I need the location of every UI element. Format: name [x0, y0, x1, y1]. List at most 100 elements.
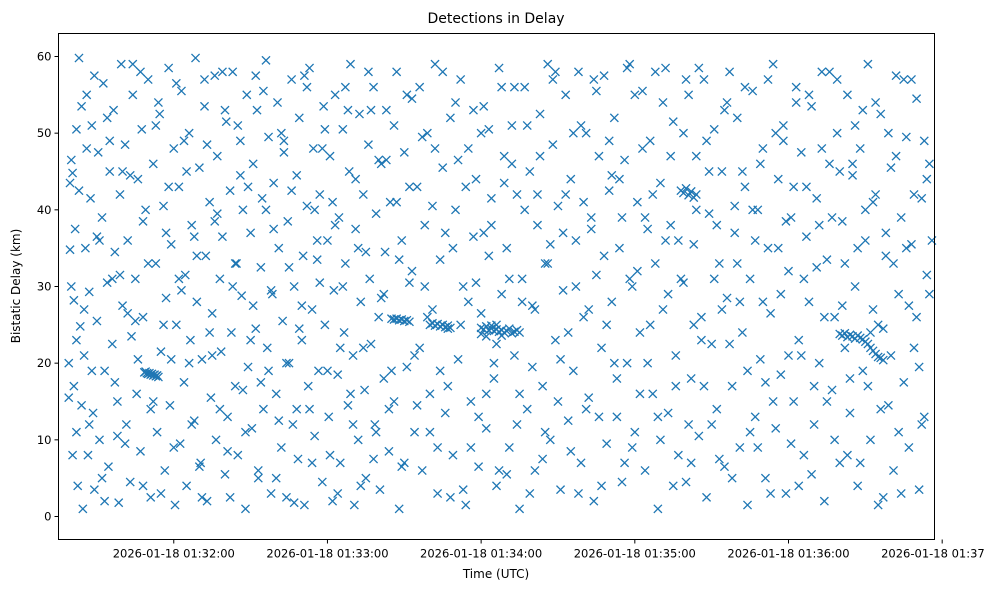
- data-point: [599, 71, 609, 81]
- data-point: [240, 504, 251, 514]
- data-point: [627, 442, 637, 453]
- data-point: [269, 224, 279, 234]
- data-point: [717, 166, 727, 177]
- data-point: [817, 143, 827, 154]
- data-point: [535, 109, 545, 119]
- data-point: [325, 151, 335, 161]
- data-point: [392, 67, 402, 77]
- data-point: [223, 446, 233, 456]
- data-point: [169, 143, 179, 154]
- data-point: [573, 488, 583, 499]
- data-point: [138, 216, 148, 226]
- data-point: [202, 496, 212, 506]
- data-point: [304, 404, 315, 414]
- data-point: [755, 159, 765, 169]
- data-point: [92, 316, 102, 326]
- data-point: [873, 352, 883, 362]
- data-point: [768, 59, 778, 69]
- data-point: [694, 63, 704, 73]
- data-point: [801, 232, 811, 242]
- data-point: [228, 281, 238, 292]
- data-point: [791, 82, 801, 92]
- data-point: [591, 86, 601, 96]
- data-point: [553, 201, 563, 211]
- data-point: [681, 477, 691, 487]
- data-point: [380, 247, 390, 257]
- data-point: [727, 381, 737, 391]
- data-point: [407, 266, 417, 276]
- data-point: [517, 274, 527, 284]
- data-point: [504, 274, 514, 284]
- data-point: [64, 393, 74, 403]
- data-point: [176, 285, 186, 295]
- data-point: [620, 155, 630, 165]
- data-point: [258, 404, 268, 414]
- data-point: [126, 331, 137, 341]
- data-point: [358, 189, 368, 200]
- data-point: [481, 389, 491, 399]
- data-point: [182, 166, 192, 177]
- data-point: [799, 450, 809, 460]
- data-point: [243, 362, 253, 372]
- data-point: [909, 189, 919, 200]
- data-point: [410, 350, 420, 361]
- data-point: [74, 186, 84, 196]
- data-point: [602, 439, 612, 449]
- data-point: [881, 228, 891, 238]
- data-point: [484, 251, 494, 261]
- data-point: [883, 400, 893, 410]
- data-point: [125, 477, 135, 487]
- data-point: [456, 74, 466, 85]
- data-point: [384, 446, 394, 456]
- data-point: [83, 450, 93, 460]
- data-point: [223, 412, 233, 422]
- data-point: [450, 205, 461, 215]
- data-point: [840, 343, 850, 353]
- x-tick-label: 2026-01-18 01:36:00: [727, 547, 849, 561]
- y-axis-ticks: 0 10 20 30 40 50 60: [37, 50, 59, 524]
- data-point: [427, 304, 437, 315]
- data-point: [120, 439, 130, 449]
- data-point: [87, 120, 97, 131]
- data-point: [184, 358, 194, 368]
- data-point: [228, 67, 238, 77]
- data-point: [804, 297, 814, 307]
- data-point: [881, 251, 891, 261]
- data-point: [374, 312, 384, 322]
- data-point: [143, 74, 153, 85]
- data-point: [153, 372, 163, 382]
- data-point: [556, 485, 566, 495]
- data-point: [845, 373, 855, 384]
- data-point: [410, 427, 420, 437]
- data-point: [189, 232, 199, 242]
- data-point: [402, 90, 412, 100]
- data-point: [148, 396, 158, 407]
- data-point: [397, 235, 407, 246]
- data-point: [556, 354, 566, 364]
- data-point: [663, 408, 673, 418]
- data-point: [112, 431, 122, 441]
- data-point: [868, 197, 878, 207]
- data-point: [102, 278, 112, 288]
- data-point: [374, 155, 384, 165]
- data-point: [340, 82, 350, 92]
- data-point: [681, 74, 691, 85]
- data-point: [371, 209, 381, 219]
- data-point: [417, 132, 427, 142]
- data-point: [363, 67, 373, 77]
- data-point: [202, 140, 212, 150]
- data-point: [166, 354, 176, 364]
- data-point: [704, 166, 714, 177]
- data-point: [448, 243, 458, 253]
- data-point: [901, 132, 911, 142]
- data-point: [809, 381, 819, 391]
- data-point: [520, 205, 530, 215]
- data-point: [339, 327, 349, 338]
- data-point: [338, 281, 348, 292]
- data-point: [561, 189, 571, 200]
- data-point: [138, 481, 148, 491]
- data-point: [312, 255, 322, 265]
- data-point: [699, 381, 709, 391]
- data-point: [248, 159, 258, 169]
- data-point: [643, 358, 653, 368]
